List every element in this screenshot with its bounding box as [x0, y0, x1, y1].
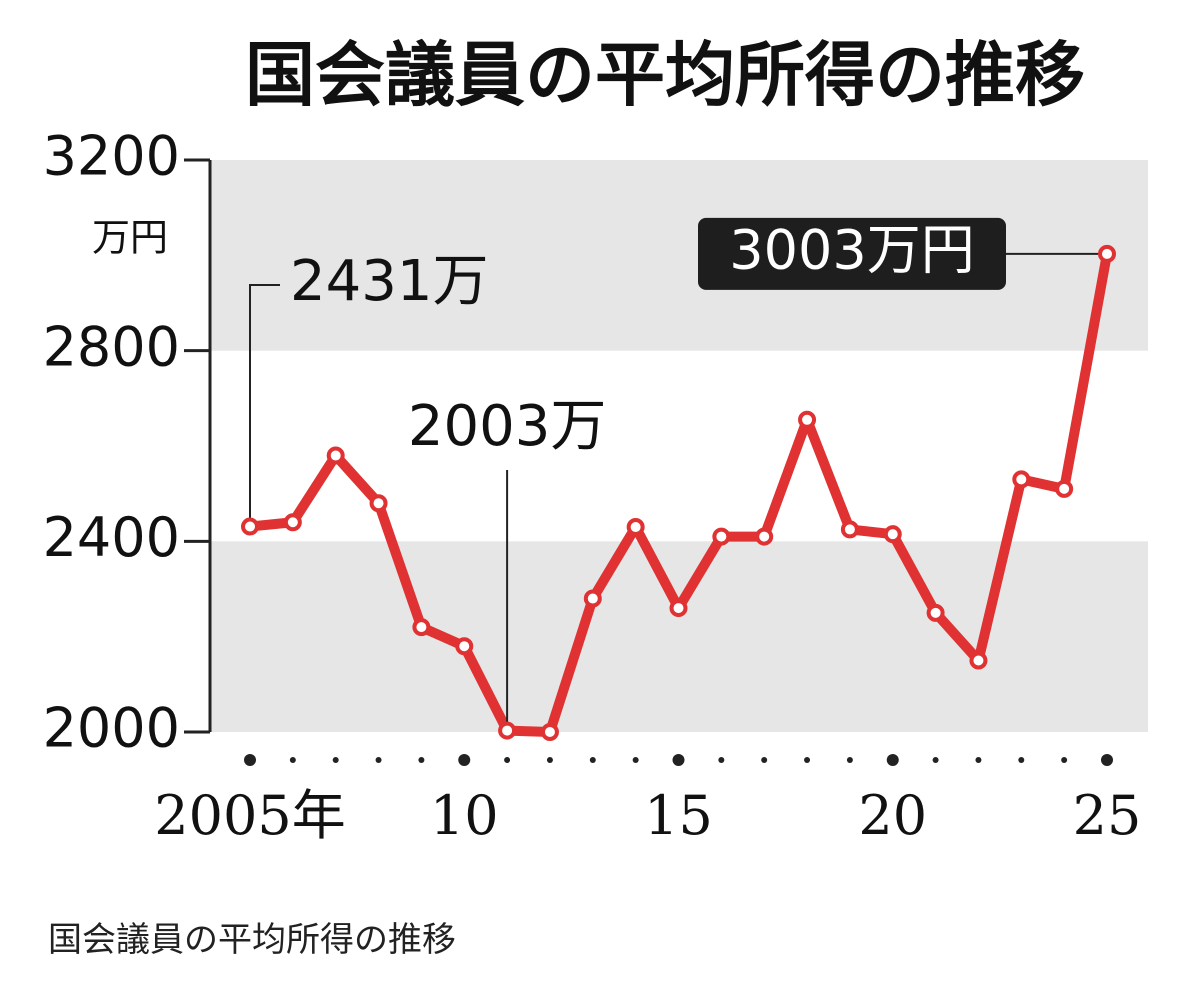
data-point: [369, 494, 388, 513]
caption: 国会議員の平均所得の推移: [48, 920, 456, 960]
label-box: [698, 217, 1006, 290]
x-tick-dot: [375, 757, 382, 763]
y-tick-label: 2400: [43, 506, 180, 569]
x-tick-dot: [589, 757, 596, 763]
x-tick-dot: [718, 757, 725, 763]
x-tick-dot: [1018, 757, 1025, 763]
data-point: [241, 517, 259, 536]
data-point: [840, 520, 859, 539]
data-point: [626, 518, 645, 537]
x-tick-label: 2005年: [154, 784, 345, 847]
x-tick-dot: [846, 757, 853, 763]
data-point: [455, 637, 474, 656]
x-tick-dot: [632, 757, 639, 763]
x-tick-dot: [975, 757, 982, 763]
x-tick-label: 25: [1073, 784, 1142, 847]
data-point: [798, 410, 817, 429]
value-label: 2431万: [290, 249, 489, 314]
x-tick-dot: [932, 757, 939, 763]
y-tick-label: 3200: [43, 125, 180, 188]
x-tick-dot: [886, 754, 899, 766]
x-tick-dot: [804, 757, 811, 763]
x-tick-dot: [1061, 757, 1068, 763]
data-point: [1098, 244, 1116, 263]
data-point: [926, 603, 945, 622]
x-tick-dot: [546, 757, 553, 763]
value-label: 3003万円: [729, 219, 974, 282]
x-tick-dot: [289, 757, 296, 763]
x-tick-dot: [761, 757, 768, 763]
data-point: [969, 651, 988, 670]
x-tick-dot: [418, 757, 425, 763]
data-point: [583, 589, 602, 608]
data-point: [755, 527, 774, 546]
x-tick-dot: [504, 757, 511, 763]
x-tick-label: 15: [644, 784, 713, 847]
data-point: [669, 599, 688, 618]
chart: 国会議員の平均所得の推移 万円 2000 2400 2800 3200 2005年 10 1…: [43, 34, 1148, 847]
x-tick-dot: [244, 754, 256, 766]
grid-band: [210, 541, 1148, 732]
value-label: 2003万: [408, 394, 607, 459]
data-point: [283, 513, 302, 532]
data-point: [1055, 479, 1074, 498]
x-tick-dot: [332, 757, 339, 763]
data-point: [412, 618, 431, 637]
data-point: [326, 446, 345, 465]
x-tick-label: 20: [858, 784, 927, 847]
data-point: [883, 525, 902, 544]
data-point: [1012, 470, 1031, 489]
x-tick-dot: [458, 754, 471, 766]
y-unit: 万円: [92, 216, 168, 260]
leader-line: [249, 284, 280, 527]
data-point: [712, 527, 731, 546]
y-tick-label: 2800: [43, 315, 180, 378]
x-tick-dot: [1101, 754, 1113, 766]
data-point: [540, 723, 559, 741]
x-tick-dot: [672, 754, 685, 766]
y-tick-label: 2000: [43, 697, 180, 760]
chart-title: 国会議員の平均所得の推移: [245, 34, 1085, 116]
data-point: [498, 721, 517, 740]
x-tick-label: 10: [430, 784, 499, 847]
